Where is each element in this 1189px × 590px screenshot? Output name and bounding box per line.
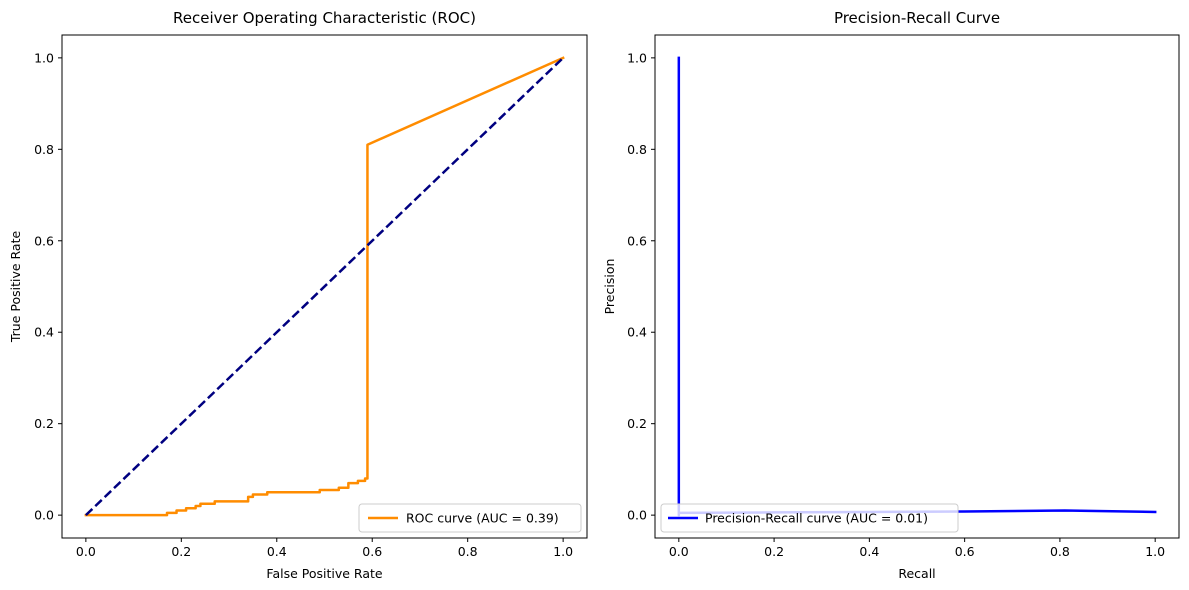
pr-y-tick-label: 1.0 xyxy=(627,50,647,65)
pr-x-axis-label: Recall xyxy=(898,566,935,581)
roc-y-tick-label: 0.0 xyxy=(34,508,54,523)
roc-y-axis-label: True Positive Rate xyxy=(8,231,23,344)
roc-x-tick-label: 0.6 xyxy=(362,544,382,559)
pr-x-tick-label: 0.4 xyxy=(859,544,879,559)
roc-chance-line xyxy=(84,56,565,517)
roc-chart-title: Receiver Operating Characteristic (ROC) xyxy=(173,9,476,27)
roc-legend: ROC curve (AUC = 0.39) xyxy=(358,503,582,533)
pr-curve-line xyxy=(677,56,1157,517)
pr-legend: Precision-Recall curve (AUC = 0.01) xyxy=(660,503,959,533)
pr-y-tick-label: 0.4 xyxy=(627,325,647,340)
pr-x-ticks: 0.0 0.2 0.4 0.6 0.8 1.0 xyxy=(669,538,1165,559)
pr-chart-panel: Precision-Recall Curve 0.0 0.2 0.4 0.6 0.8 1.… xyxy=(602,9,1180,581)
pr-chart-title: Precision-Recall Curve xyxy=(834,9,1000,27)
roc-y-tick-label: 1.0 xyxy=(34,50,54,65)
pr-y-ticks: 0.0 0.2 0.4 0.6 0.8 1.0 xyxy=(627,50,655,523)
roc-x-tick-label: 0.4 xyxy=(267,544,287,559)
pr-legend-box xyxy=(660,503,959,533)
pr-x-tick-label: 0.0 xyxy=(669,544,689,559)
pr-x-tick-label: 1.0 xyxy=(1145,544,1165,559)
roc-y-tick-label: 0.6 xyxy=(34,233,54,248)
roc-y-tick-label: 0.4 xyxy=(34,325,54,340)
pr-y-axis-label: Precision xyxy=(602,259,617,315)
roc-y-tick-label: 0.2 xyxy=(34,416,54,431)
roc-x-axis-label: False Positive Rate xyxy=(266,566,382,581)
roc-legend-box xyxy=(358,503,582,533)
roc-x-tick-label: 0.2 xyxy=(171,544,191,559)
pr-y-tick-label: 0.2 xyxy=(627,416,647,431)
pr-y-tick-label: 0.8 xyxy=(627,142,647,157)
roc-x-tick-label: 0.8 xyxy=(458,544,478,559)
roc-curve-line xyxy=(84,56,565,517)
pr-plot-area xyxy=(677,56,1157,517)
roc-x-ticks: 0.0 0.2 0.4 0.6 0.8 1.0 xyxy=(76,538,573,559)
pr-x-tick-label: 0.2 xyxy=(764,544,784,559)
roc-y-tick-label: 0.8 xyxy=(34,142,54,157)
pr-legend-label: Precision-Recall curve (AUC = 0.01) xyxy=(705,511,928,526)
roc-axes-frame xyxy=(61,34,588,539)
roc-legend-label: ROC curve (AUC = 0.39) xyxy=(406,511,559,526)
roc-y-ticks: 0.0 0.2 0.4 0.6 0.8 1.0 xyxy=(34,50,62,523)
pr-y-tick-label: 0.6 xyxy=(627,233,647,248)
pr-axes-frame xyxy=(654,34,1180,539)
roc-plot-area xyxy=(84,56,565,517)
roc-x-tick-label: 1.0 xyxy=(553,544,573,559)
roc-x-tick-label: 0.0 xyxy=(76,544,96,559)
pr-x-tick-label: 0.6 xyxy=(955,544,975,559)
pr-y-tick-label: 0.0 xyxy=(627,508,647,523)
roc-chart-panel: Receiver Operating Characteristic (ROC) … xyxy=(8,9,588,581)
pr-x-tick-label: 0.8 xyxy=(1050,544,1070,559)
